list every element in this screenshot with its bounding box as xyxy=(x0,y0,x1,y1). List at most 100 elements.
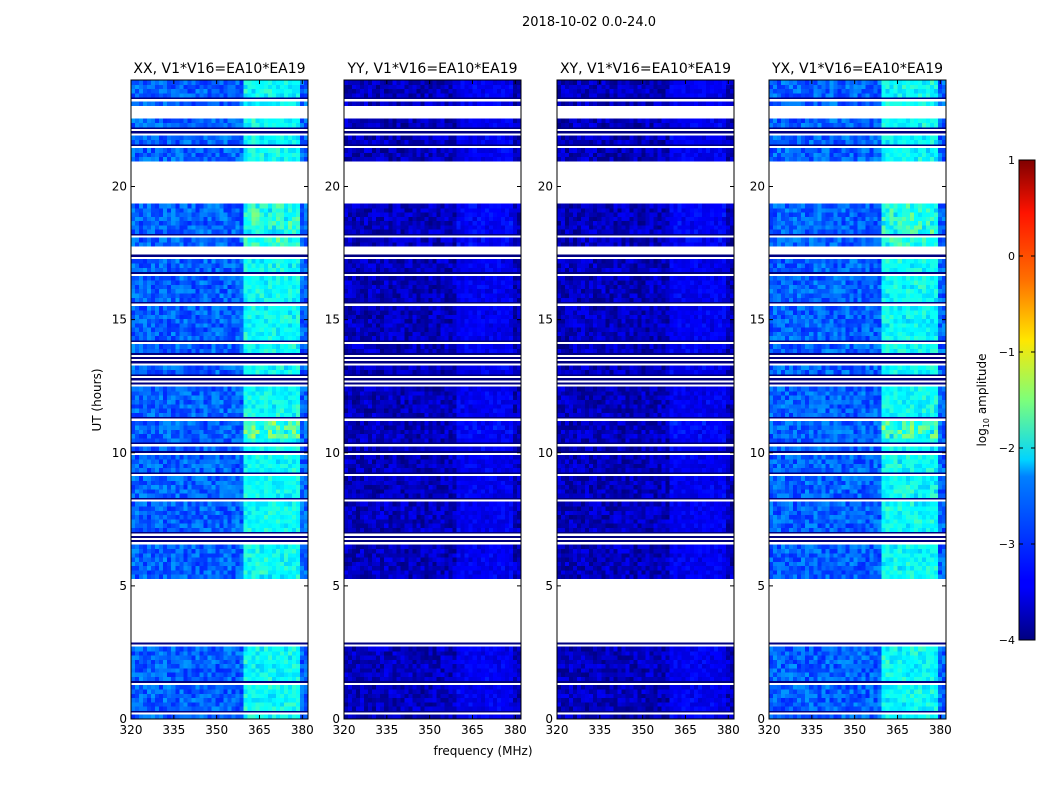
heatmap-cell xyxy=(155,463,160,469)
heatmap-cell xyxy=(131,258,136,264)
heatmap-cell xyxy=(147,714,152,720)
heatmap-cell xyxy=(151,420,156,426)
heatmap-cell xyxy=(259,297,265,303)
dropout-row xyxy=(131,233,308,236)
heatmap-cell xyxy=(203,365,208,371)
heatmap-cell xyxy=(227,429,232,435)
heatmap-cell xyxy=(195,101,200,107)
heatmap-cell xyxy=(227,224,232,230)
heatmap-cell xyxy=(191,693,196,699)
heatmap-cell xyxy=(255,327,261,332)
heatmap-cell xyxy=(456,650,462,656)
heatmap-cell xyxy=(139,390,144,396)
heatmap-cell xyxy=(251,229,257,234)
heatmap-cell xyxy=(291,88,297,94)
heatmap-cell xyxy=(215,706,220,711)
heatmap-cell xyxy=(179,135,184,141)
heatmap-cell xyxy=(171,446,176,452)
heatmap-cell xyxy=(155,667,160,673)
heatmap-cell xyxy=(408,672,413,677)
heatmap-cell xyxy=(267,697,273,703)
heatmap-cell xyxy=(271,693,277,699)
heatmap-cell xyxy=(151,561,156,567)
heatmap-cell xyxy=(251,395,257,400)
heatmap-cell xyxy=(183,506,188,511)
heatmap-cell xyxy=(255,574,261,579)
heatmap-cell xyxy=(207,263,212,268)
heatmap-cell xyxy=(400,565,405,571)
heatmap-cell xyxy=(139,501,144,507)
heatmap-cell xyxy=(143,446,148,452)
heatmap-cell xyxy=(283,484,289,490)
heatmap-cell xyxy=(163,135,168,141)
heatmap-cell xyxy=(155,280,160,285)
heatmap-cell xyxy=(283,84,289,90)
heatmap-cell xyxy=(271,288,277,294)
heatmap-cell xyxy=(175,399,180,405)
heatmap-cell xyxy=(155,548,160,554)
heatmap-cell xyxy=(259,84,265,90)
heatmap-cell xyxy=(247,335,253,341)
heatmap-cell xyxy=(432,646,437,652)
heatmap-cell xyxy=(175,284,180,290)
heatmap-cell xyxy=(175,139,180,145)
heatmap-cell xyxy=(492,676,498,682)
heatmap-cell xyxy=(275,314,281,320)
dropout-row xyxy=(131,497,308,500)
heatmap-cell xyxy=(167,92,172,98)
heatmap-cell xyxy=(303,229,309,234)
heatmap-cell xyxy=(227,216,232,222)
heatmap-cell xyxy=(163,322,168,328)
heatmap-cell xyxy=(203,284,208,290)
heatmap-cell xyxy=(219,395,224,400)
heatmap-cell xyxy=(243,714,249,720)
heatmap-cell xyxy=(504,684,510,690)
heatmap-cell xyxy=(151,493,156,498)
heatmap-cell xyxy=(223,365,228,371)
heatmap-cell xyxy=(219,697,224,703)
heatmap-cell xyxy=(223,514,228,520)
heatmap-cell xyxy=(183,459,188,464)
heatmap-cell xyxy=(159,390,164,396)
heatmap-cell xyxy=(203,429,208,435)
heatmap-cell xyxy=(291,220,297,226)
heatmap-cell xyxy=(267,331,273,337)
heatmap-cell xyxy=(287,348,293,354)
heatmap-cell xyxy=(299,693,305,699)
heatmap-cell xyxy=(287,701,293,707)
heatmap-cell xyxy=(271,459,277,464)
heatmap-cell xyxy=(159,395,164,400)
dropout-row xyxy=(131,131,308,134)
heatmap-cell xyxy=(187,348,192,354)
heatmap-cell xyxy=(187,322,192,328)
heatmap-cell xyxy=(299,122,305,128)
heatmap-cell xyxy=(231,561,236,567)
heatmap-cell xyxy=(183,258,188,264)
heatmap-cell xyxy=(227,659,232,665)
heatmap-cell xyxy=(219,437,224,443)
heatmap-cell xyxy=(203,510,208,516)
heatmap-cell xyxy=(187,216,192,222)
heatmap-cell xyxy=(139,506,144,511)
heatmap-cell xyxy=(175,118,180,124)
heatmap-cell xyxy=(239,510,245,516)
heatmap-cell xyxy=(263,203,269,209)
heatmap-cell xyxy=(496,667,502,673)
heatmap-cell xyxy=(143,425,148,430)
heatmap-cell xyxy=(352,701,357,707)
heatmap-cell xyxy=(131,574,136,579)
heatmap-cell xyxy=(480,646,486,652)
heatmap-cell xyxy=(163,331,168,337)
heatmap-cell xyxy=(303,446,309,452)
heatmap-cell xyxy=(155,697,160,703)
heatmap-cell xyxy=(219,574,224,579)
heatmap-cell xyxy=(199,216,204,222)
heatmap-cell xyxy=(428,672,433,677)
heatmap-cell xyxy=(155,267,160,273)
heatmap-cell xyxy=(179,310,184,315)
heatmap-cell xyxy=(179,467,184,473)
heatmap-cell xyxy=(207,216,212,222)
heatmap-cell xyxy=(179,544,184,550)
heatmap-cell xyxy=(344,701,349,707)
heatmap-cell xyxy=(348,565,353,571)
